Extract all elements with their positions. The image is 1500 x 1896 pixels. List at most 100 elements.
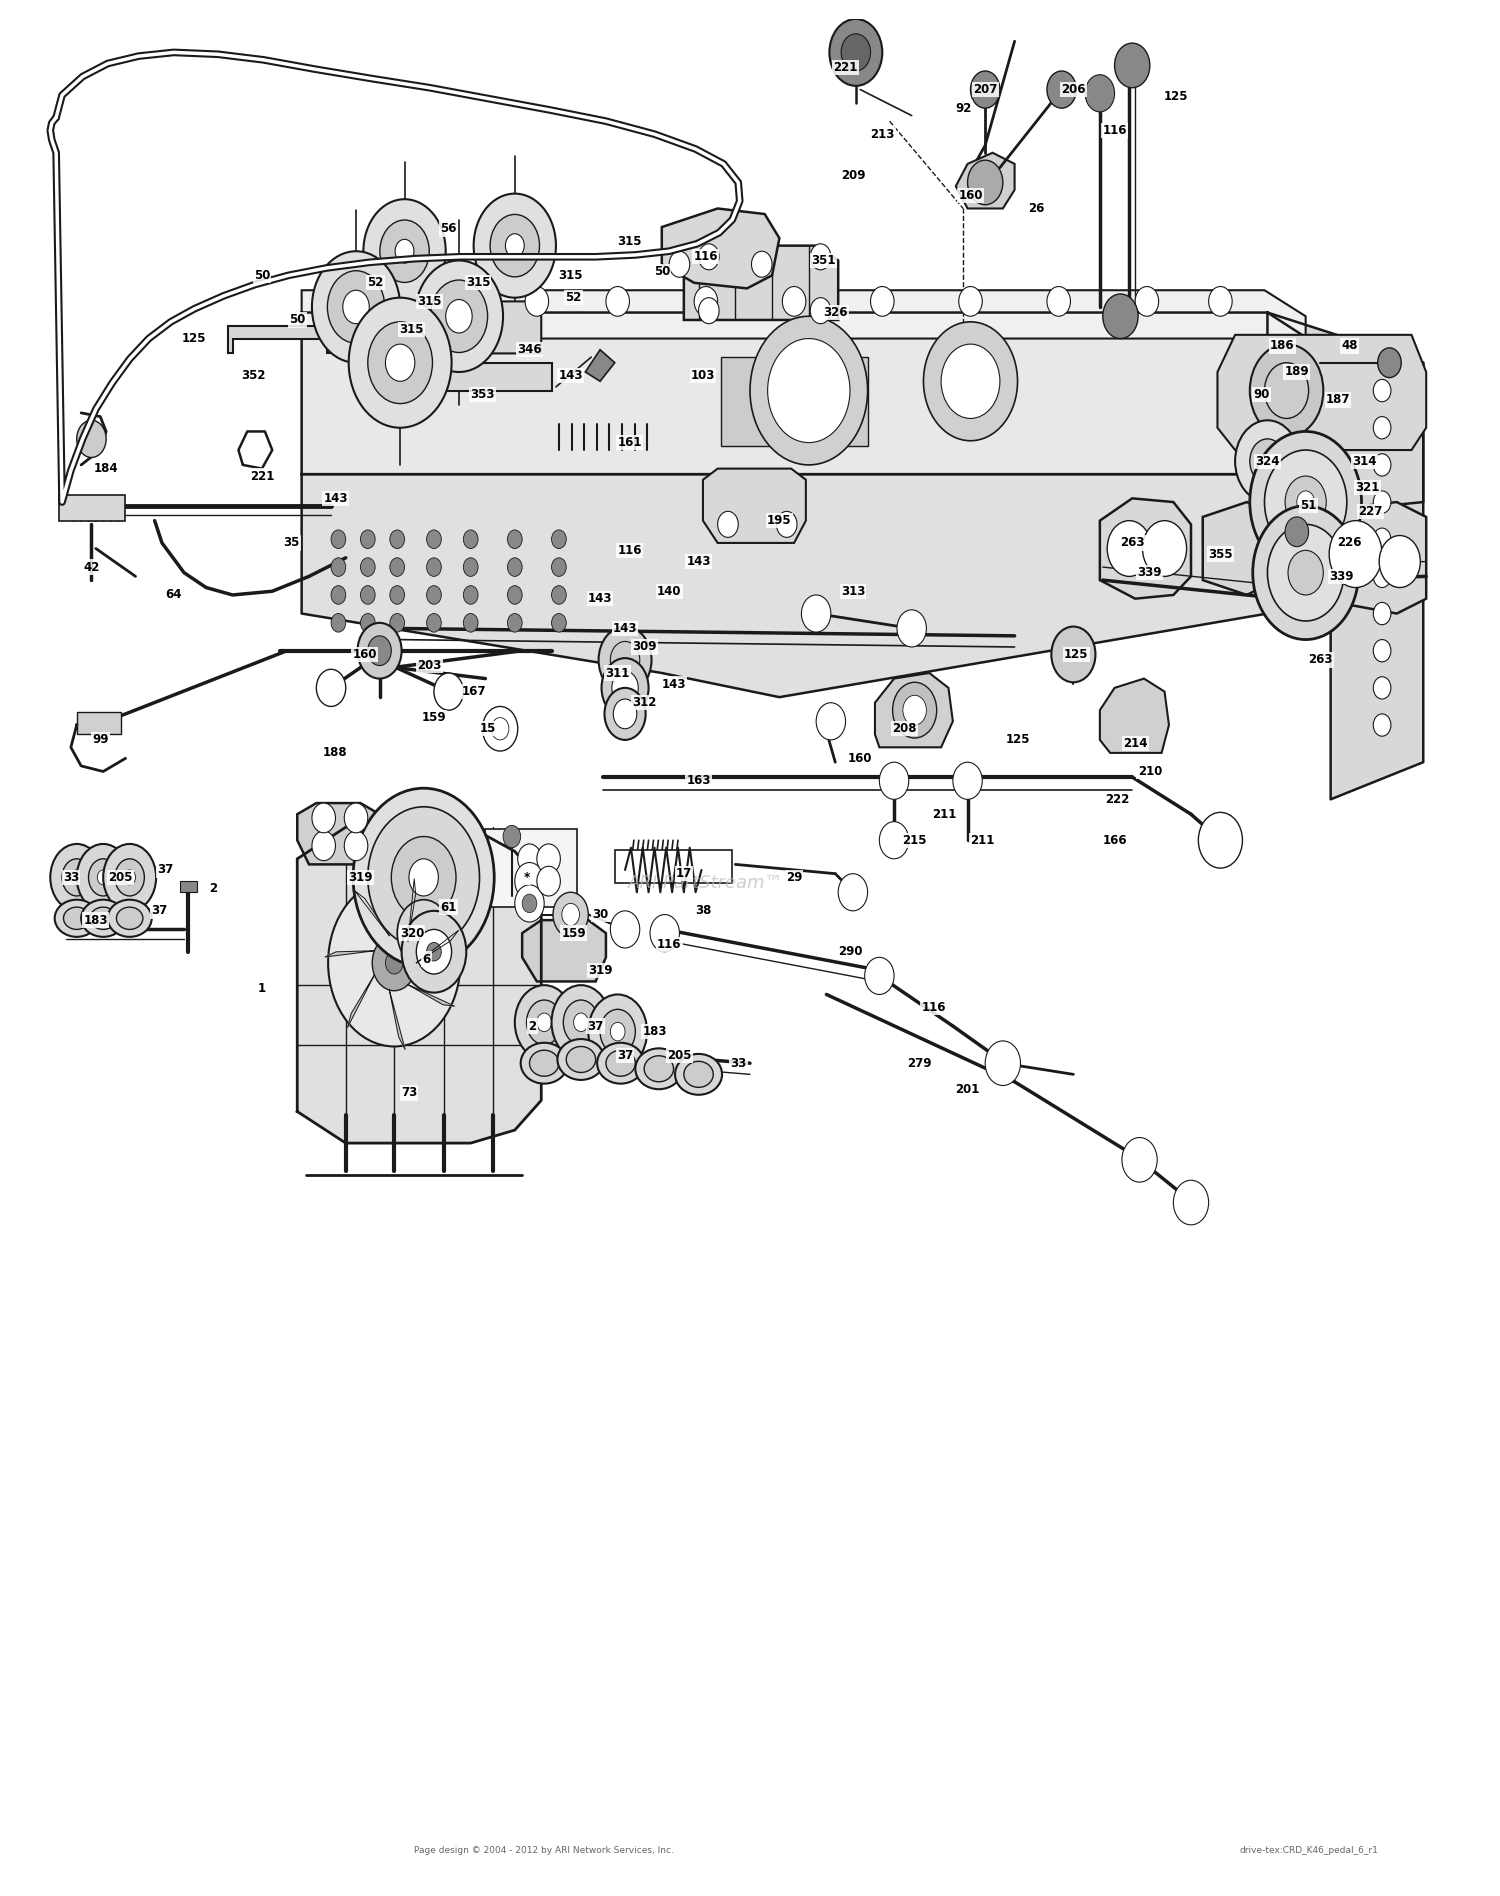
Text: 213: 213 — [870, 127, 894, 140]
Polygon shape — [408, 880, 416, 940]
Text: 116: 116 — [1102, 123, 1126, 137]
Text: 160: 160 — [847, 753, 873, 764]
Circle shape — [1374, 491, 1390, 514]
Circle shape — [897, 611, 927, 647]
Circle shape — [416, 260, 503, 372]
Circle shape — [368, 635, 392, 665]
Text: 30: 30 — [592, 908, 608, 921]
Circle shape — [1143, 521, 1186, 576]
Circle shape — [864, 957, 894, 994]
Bar — [180, 882, 198, 893]
Text: 64: 64 — [165, 588, 182, 601]
Text: 103: 103 — [692, 370, 715, 383]
Circle shape — [1136, 286, 1158, 317]
Circle shape — [752, 252, 772, 277]
Text: 210: 210 — [1137, 764, 1162, 777]
Text: 38: 38 — [694, 904, 711, 918]
Text: 211: 211 — [932, 808, 956, 821]
Circle shape — [1288, 550, 1323, 595]
Circle shape — [768, 339, 850, 442]
Circle shape — [70, 870, 82, 885]
Circle shape — [1378, 535, 1420, 588]
Text: 161: 161 — [616, 436, 642, 449]
Circle shape — [426, 531, 441, 548]
Text: 290: 290 — [837, 946, 862, 957]
Circle shape — [1209, 286, 1231, 317]
Text: 339: 339 — [1329, 571, 1353, 582]
Circle shape — [1250, 432, 1362, 573]
Polygon shape — [1203, 502, 1276, 595]
Text: 61: 61 — [441, 901, 458, 914]
Text: 205: 205 — [108, 870, 134, 884]
Polygon shape — [433, 362, 552, 391]
Text: 37: 37 — [616, 1048, 633, 1062]
Text: 37: 37 — [588, 1020, 604, 1033]
Circle shape — [839, 874, 867, 910]
Text: 319: 319 — [588, 963, 612, 976]
Circle shape — [104, 844, 156, 910]
Text: 319: 319 — [348, 870, 372, 884]
Circle shape — [312, 830, 336, 861]
Ellipse shape — [597, 1043, 644, 1085]
Text: 35: 35 — [284, 537, 300, 550]
Circle shape — [370, 286, 394, 317]
Text: 99: 99 — [92, 734, 108, 747]
Text: 183: 183 — [642, 1026, 666, 1039]
Text: 116: 116 — [616, 544, 642, 557]
Circle shape — [332, 586, 345, 605]
Circle shape — [717, 512, 738, 537]
Ellipse shape — [636, 1048, 682, 1088]
Text: 42: 42 — [84, 561, 99, 574]
Bar — [76, 713, 122, 734]
Circle shape — [750, 317, 867, 465]
Circle shape — [410, 914, 438, 952]
Polygon shape — [585, 349, 615, 381]
Circle shape — [924, 322, 1017, 440]
Polygon shape — [408, 984, 454, 1007]
Circle shape — [386, 345, 416, 381]
Circle shape — [507, 614, 522, 631]
Text: 263: 263 — [1308, 654, 1332, 667]
Circle shape — [573, 1012, 588, 1031]
Circle shape — [610, 910, 639, 948]
Text: 140: 140 — [657, 584, 681, 597]
Circle shape — [952, 762, 982, 800]
Circle shape — [604, 688, 645, 739]
Text: 206: 206 — [1060, 83, 1086, 97]
Text: 215: 215 — [903, 834, 927, 848]
Circle shape — [1374, 453, 1390, 476]
Ellipse shape — [644, 1056, 674, 1083]
Circle shape — [332, 557, 345, 576]
Ellipse shape — [90, 906, 117, 929]
Circle shape — [390, 614, 405, 631]
Circle shape — [610, 1022, 626, 1041]
Text: 50: 50 — [254, 269, 270, 283]
Circle shape — [892, 683, 936, 738]
Text: 226: 226 — [1338, 537, 1362, 550]
Ellipse shape — [567, 1047, 596, 1073]
Bar — [720, 356, 867, 446]
Circle shape — [116, 859, 144, 897]
Circle shape — [507, 531, 522, 548]
Circle shape — [426, 557, 441, 576]
Polygon shape — [390, 990, 405, 1050]
Circle shape — [968, 159, 1004, 205]
Circle shape — [464, 557, 478, 576]
Circle shape — [669, 252, 690, 277]
Text: 187: 187 — [1326, 392, 1350, 406]
Circle shape — [879, 821, 909, 859]
Text: 351: 351 — [812, 254, 836, 267]
Text: 125: 125 — [1064, 648, 1089, 662]
Circle shape — [552, 986, 610, 1060]
Circle shape — [958, 286, 982, 317]
Bar — [615, 849, 732, 884]
Polygon shape — [417, 931, 459, 963]
Text: 125: 125 — [1005, 734, 1031, 747]
Circle shape — [810, 298, 831, 324]
Circle shape — [1268, 525, 1344, 622]
Text: 222: 222 — [1106, 793, 1130, 806]
Circle shape — [430, 281, 488, 353]
Circle shape — [537, 844, 561, 874]
Circle shape — [554, 893, 588, 937]
Text: 315: 315 — [399, 322, 424, 336]
